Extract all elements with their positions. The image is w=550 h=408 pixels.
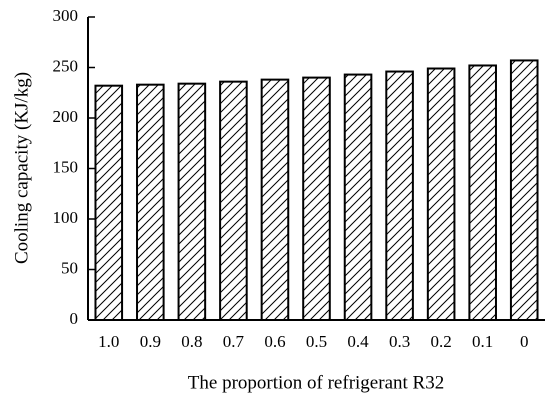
x-tick-label: 0.9 <box>140 332 161 351</box>
y-tick-label: 300 <box>53 6 79 25</box>
x-tick-label: 0.3 <box>389 332 410 351</box>
bar <box>468 64 497 322</box>
bar <box>302 76 331 321</box>
y-tick-label: 150 <box>53 157 79 176</box>
bar <box>343 73 373 321</box>
x-tick-label: 0.8 <box>181 332 202 351</box>
bar <box>219 80 248 321</box>
y-tick-label: 100 <box>53 208 79 227</box>
x-tick-label: 0.5 <box>306 332 327 351</box>
y-axis-title: Cooling capacity (KJ/kg) <box>11 72 32 264</box>
bar <box>385 70 414 322</box>
bar <box>509 59 539 322</box>
y-tick-label: 50 <box>61 258 78 277</box>
x-tick-label: 0.1 <box>472 332 493 351</box>
y-tick-label: 200 <box>53 107 79 126</box>
bar <box>426 67 456 322</box>
bar <box>177 82 207 321</box>
bar <box>136 83 165 321</box>
x-tick-label: 0.7 <box>223 332 245 351</box>
x-tick-label: 0.2 <box>431 332 452 351</box>
x-tick-label: 0.6 <box>264 332 285 351</box>
x-tick-label: 0.4 <box>347 332 369 351</box>
bar <box>94 84 124 322</box>
bar <box>260 78 290 322</box>
y-tick-label: 0 <box>70 309 79 328</box>
x-tick-label: 0 <box>520 332 529 351</box>
x-tick-label: 1.0 <box>98 332 119 351</box>
y-tick-label: 250 <box>53 56 79 75</box>
x-axis-title: The proportion of refrigerant R32 <box>188 372 444 393</box>
